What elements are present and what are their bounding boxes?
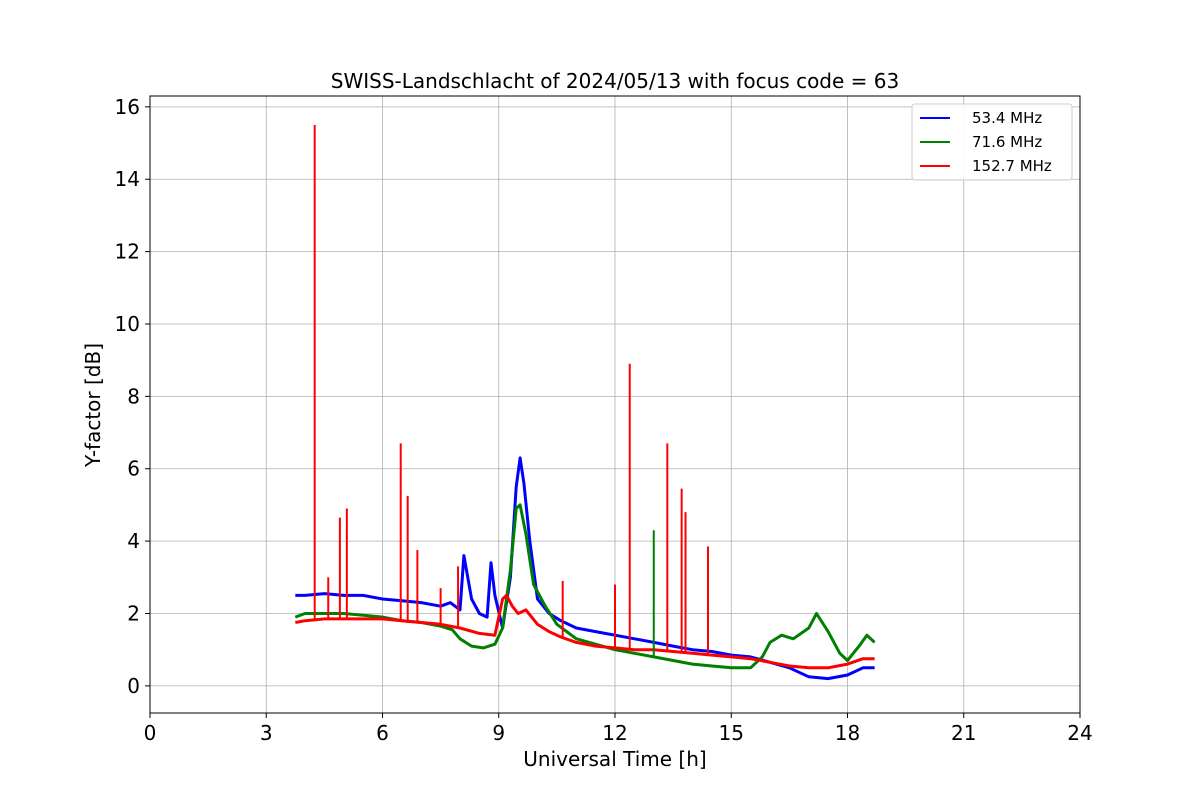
legend: 53.4 MHz 71.6 MHz 152.7 MHz (911, 103, 1073, 181)
y-tick-label: 2 (127, 601, 140, 625)
legend-entry-label: 53.4 MHz (972, 109, 1042, 127)
y-tick-label: 12 (115, 240, 140, 264)
series-line-0 (295, 456, 875, 681)
x-tick-label: 0 (144, 721, 157, 745)
x-tick-label: 24 (1067, 721, 1092, 745)
chart-title: SWISS-Landschlacht of 2024/05/13 with fo… (331, 69, 899, 93)
y-tick-label: 14 (115, 167, 140, 191)
x-tick-label: 3 (260, 721, 273, 745)
x-tick-label: 9 (492, 721, 505, 745)
x-tick-label: 21 (951, 721, 976, 745)
y-tick-label: 16 (115, 95, 140, 119)
y-tick-label: 6 (127, 457, 140, 481)
x-tick-label: 6 (376, 721, 389, 745)
series-line-2 (295, 593, 875, 670)
x-tick-label: 18 (835, 721, 860, 745)
x-axis-label: Universal Time [h] (523, 747, 706, 771)
x-tick-label: 15 (719, 721, 744, 745)
y-tick-label: 8 (127, 384, 140, 408)
x-tick-label: 12 (602, 721, 627, 745)
legend-box (911, 103, 1073, 181)
y-axis-label: Y-factor [dB] (81, 343, 105, 468)
legend-entry-label: 71.6 MHz (972, 133, 1042, 151)
y-tick-label: 10 (115, 312, 140, 336)
legend-entry-label: 152.7 MHz (972, 157, 1052, 175)
series-layer (294, 124, 876, 681)
y-tick-label: 0 (127, 674, 140, 698)
y-tick-label: 4 (127, 529, 140, 553)
